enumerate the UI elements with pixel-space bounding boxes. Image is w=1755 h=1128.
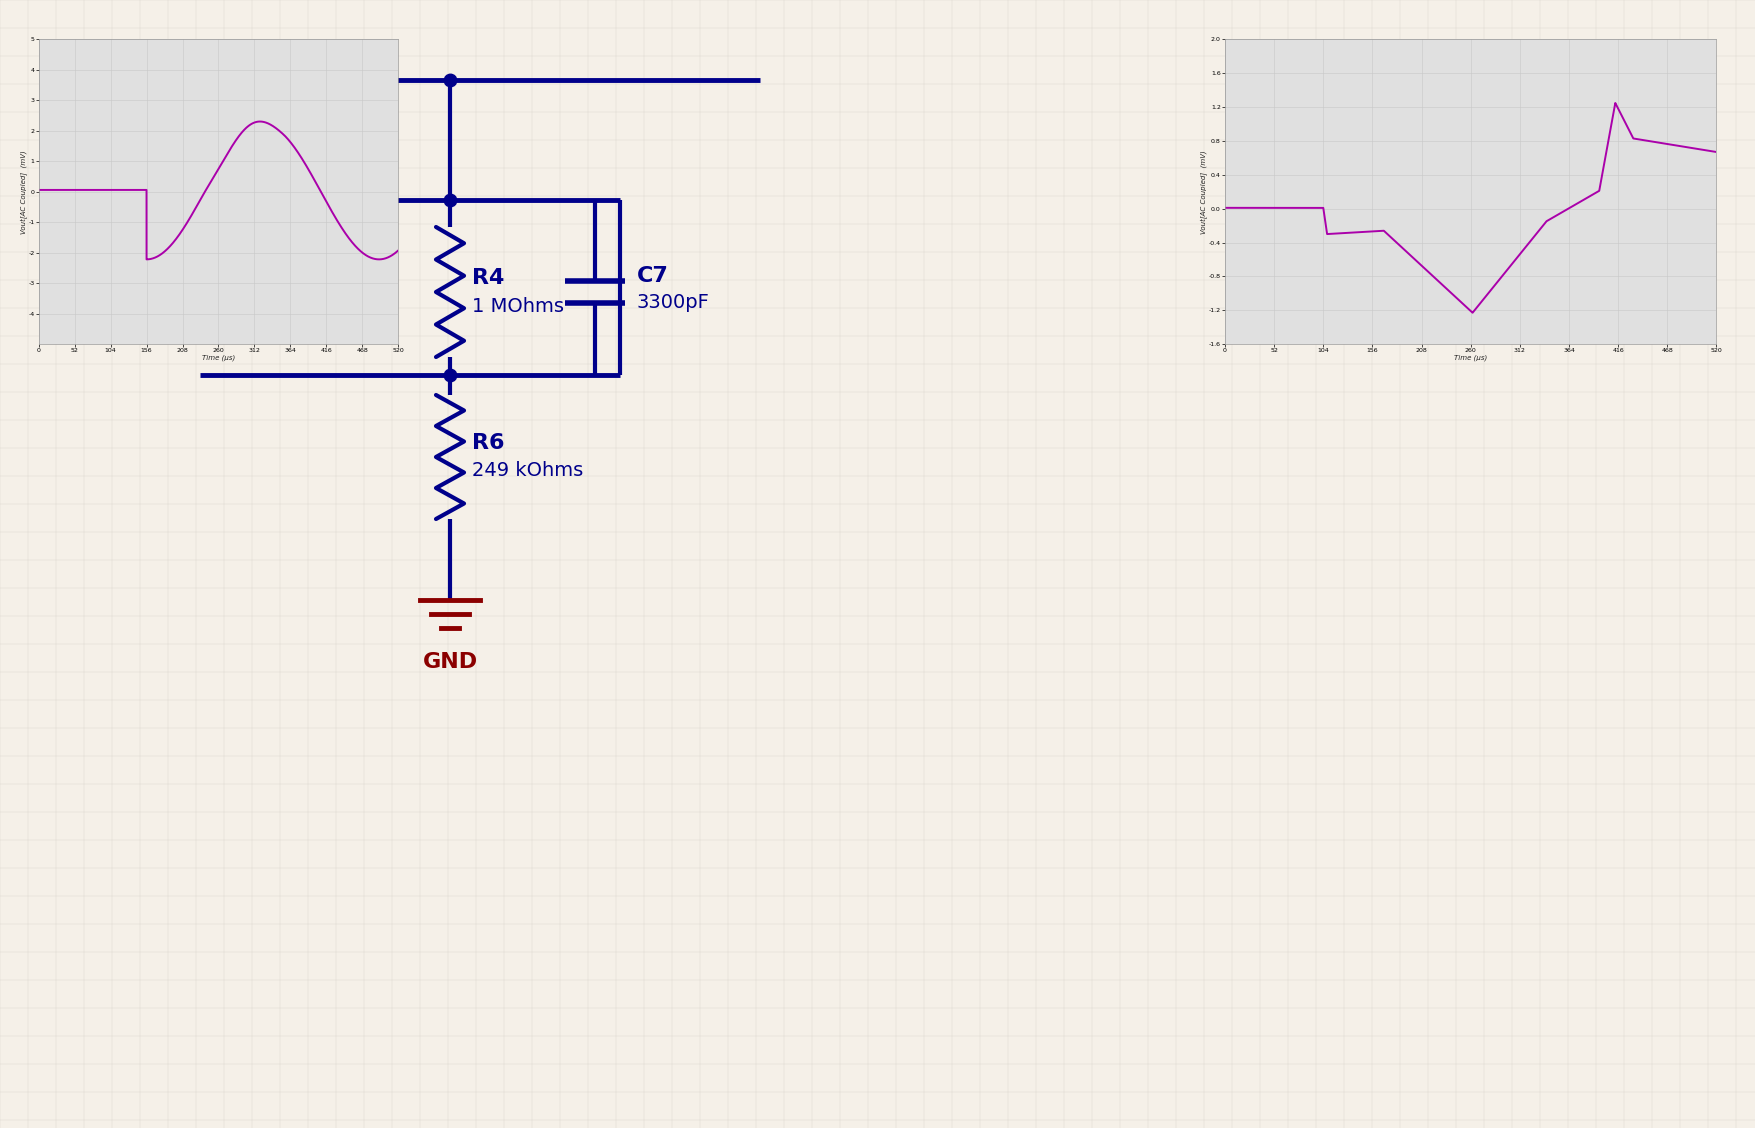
Text: R4: R4 xyxy=(472,268,504,288)
Text: 3300pF: 3300pF xyxy=(637,292,709,311)
X-axis label: Time (µs): Time (µs) xyxy=(1455,354,1486,361)
Text: C7: C7 xyxy=(637,266,669,287)
Text: R6: R6 xyxy=(472,433,504,453)
Y-axis label: Vout[AC Coupled]  (mV): Vout[AC Coupled] (mV) xyxy=(19,150,26,233)
Y-axis label: Vout[AC Coupled]  (mV): Vout[AC Coupled] (mV) xyxy=(1200,150,1207,233)
X-axis label: Time (µs): Time (µs) xyxy=(202,354,235,361)
Text: 249 kOhms: 249 kOhms xyxy=(472,461,583,481)
Text: 1 MOhms: 1 MOhms xyxy=(472,297,563,316)
Text: GND: GND xyxy=(423,652,477,672)
